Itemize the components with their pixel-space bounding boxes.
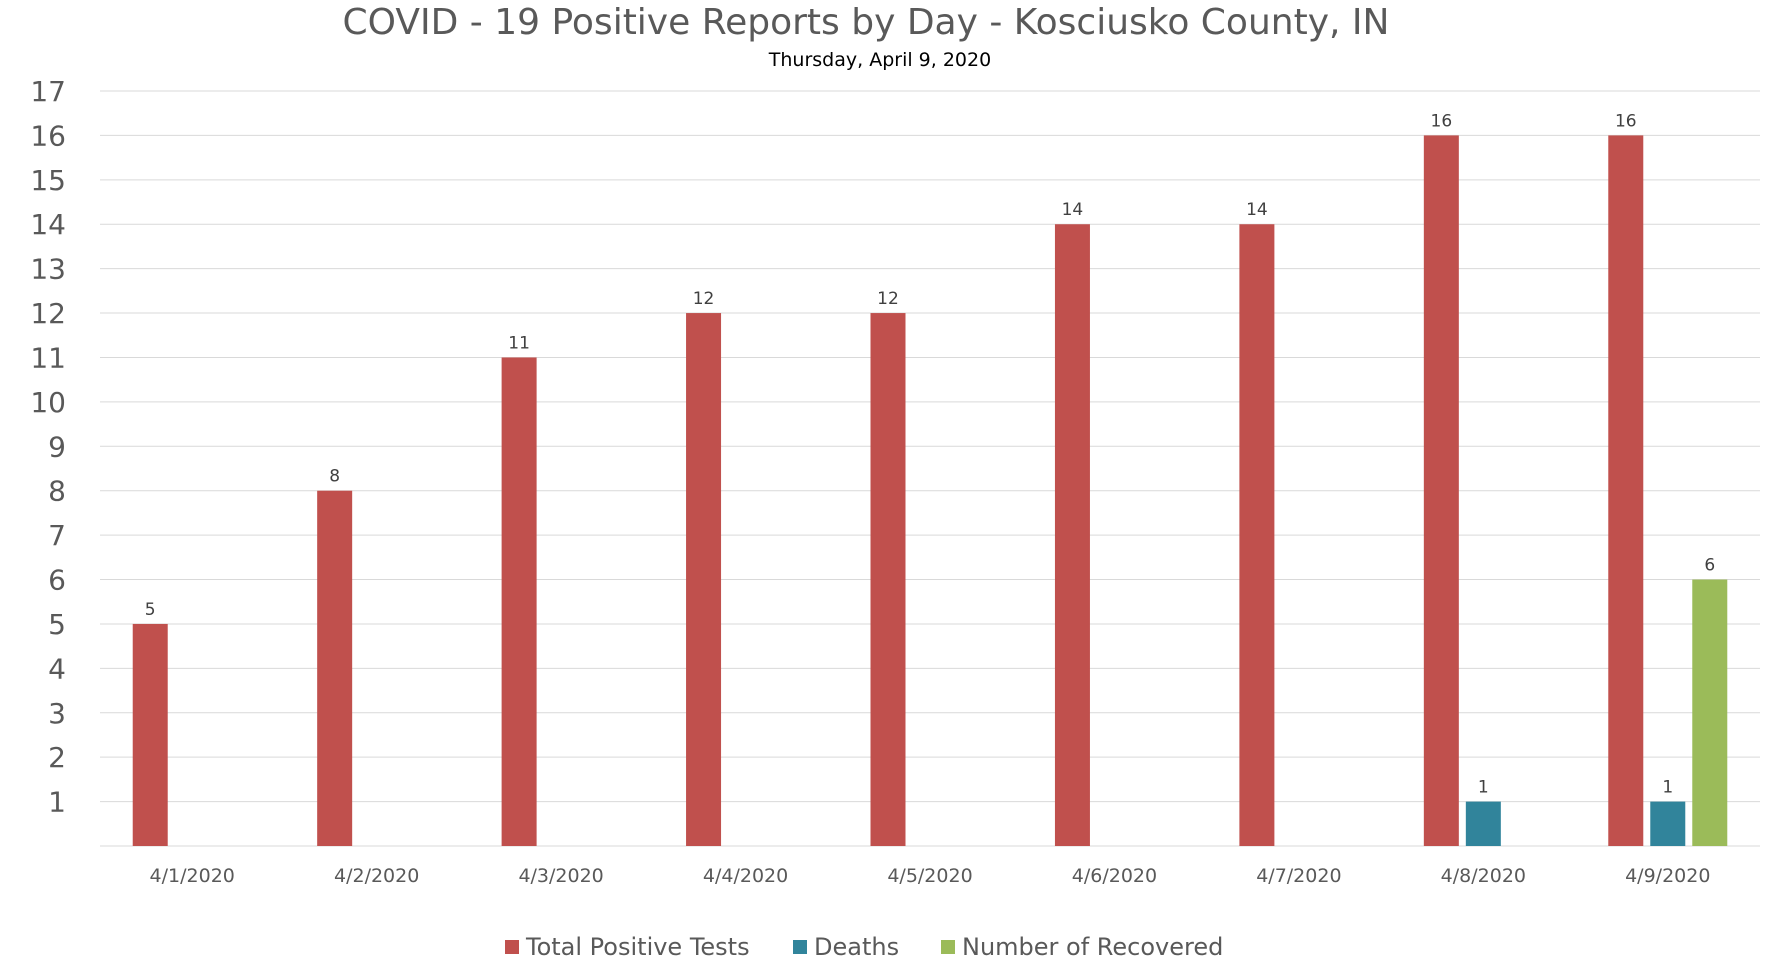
y-tick-label: 9: [48, 430, 66, 463]
x-tick-label: 4/8/2020: [1441, 865, 1526, 887]
x-tick-label: 4/1/2020: [150, 865, 235, 887]
chart-subtitle: Thursday, April 9, 2020: [768, 49, 991, 71]
data-label: 8: [329, 467, 340, 487]
data-label: 12: [693, 289, 715, 309]
x-tick-label: 4/3/2020: [518, 865, 603, 887]
bar: [317, 490, 353, 846]
y-tick-label: 3: [48, 697, 66, 730]
legend-label: Total Positive Tests: [525, 933, 750, 961]
y-tick-label: 17: [30, 75, 66, 108]
data-label: 14: [1062, 200, 1084, 220]
legend-swatch: [941, 940, 955, 954]
x-axis: 4/1/2020 4/2/2020 4/3/2020 4/4/2020 4/5/2020…: [150, 865, 1711, 887]
bar: [686, 313, 722, 846]
data-label: 16: [1431, 111, 1453, 131]
bar: [1054, 224, 1090, 846]
x-tick-label: 4/7/2020: [1256, 865, 1341, 887]
legend-swatch: [505, 940, 519, 954]
x-tick-label: 4/4/2020: [703, 865, 788, 887]
legend-swatch: [793, 940, 807, 954]
bar: [1608, 135, 1644, 847]
y-tick-label: 5: [48, 608, 66, 641]
legend-label: Deaths: [814, 933, 899, 961]
y-tick-label: 4: [48, 652, 66, 685]
data-label: 5: [145, 600, 156, 620]
data-label: 6: [1704, 556, 1715, 576]
bar: [1465, 801, 1501, 846]
x-tick-label: 4/9/2020: [1625, 865, 1710, 887]
y-tick-label: 7: [48, 519, 66, 552]
bar: [1692, 579, 1728, 846]
legend-label: Number of Recovered: [962, 933, 1223, 961]
y-tick-label: 14: [30, 208, 66, 241]
chart-title: COVID - 19 Positive Reports by Day - Kos…: [343, 2, 1390, 43]
y-tick-label: 8: [48, 475, 66, 508]
bar: [1650, 801, 1686, 846]
data-label: 12: [877, 289, 899, 309]
x-tick-label: 4/5/2020: [887, 865, 972, 887]
y-tick-label: 15: [30, 164, 66, 197]
bar: [1239, 224, 1275, 846]
legend: Total Positive Tests Deaths Number of Reco…: [505, 933, 1223, 961]
x-tick-label: 4/6/2020: [1072, 865, 1157, 887]
y-tick-label: 10: [30, 386, 66, 419]
y-tick-label: 2: [48, 741, 66, 774]
bar: [501, 357, 537, 846]
y-tick-label: 6: [48, 564, 66, 597]
bar: [1423, 135, 1459, 847]
data-label: 1: [1478, 778, 1489, 798]
y-tick-label: 1: [48, 786, 66, 819]
bar: [870, 313, 906, 846]
data-label: 1: [1662, 778, 1673, 798]
data-label: 14: [1246, 200, 1268, 220]
y-tick-label: 16: [30, 119, 66, 152]
y-tick-label: 11: [30, 341, 66, 374]
x-tick-label: 4/2/2020: [334, 865, 419, 887]
data-label: 16: [1615, 111, 1637, 131]
data-label: 11: [508, 333, 530, 353]
y-tick-label: 12: [30, 297, 66, 330]
bar: [132, 623, 168, 846]
gridlines: [100, 90, 1760, 847]
y-tick-label: 13: [30, 253, 66, 286]
bars: [132, 135, 1728, 847]
